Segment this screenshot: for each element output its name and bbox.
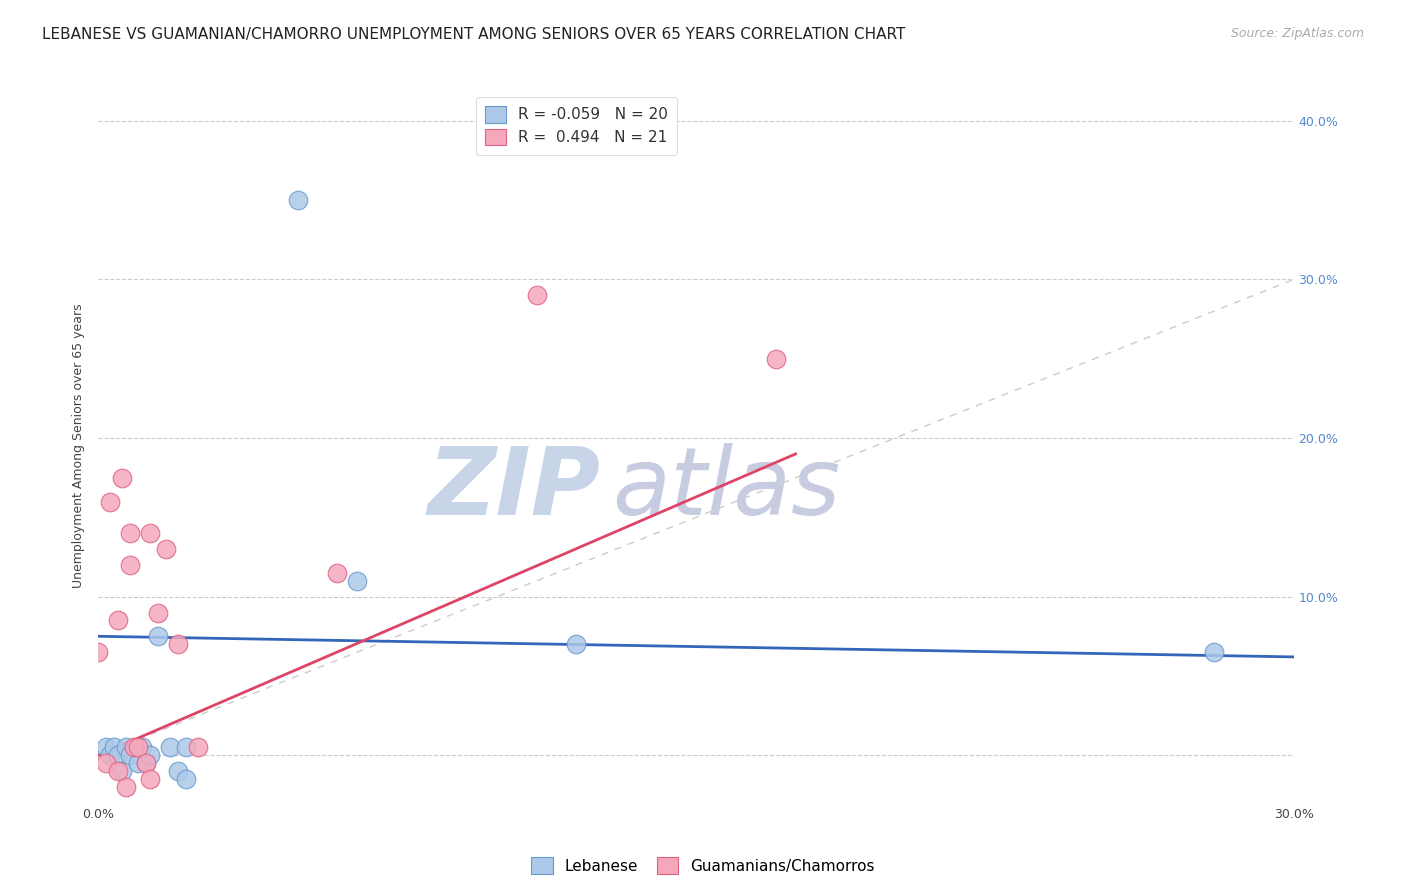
Point	[111, 764, 134, 778]
Point	[187, 740, 209, 755]
Point	[526, 288, 548, 302]
Point	[96, 756, 118, 771]
Point	[1202, 645, 1225, 659]
Point	[100, 748, 122, 763]
Point	[148, 606, 170, 620]
Point	[103, 740, 125, 755]
Point	[159, 740, 181, 755]
Point	[139, 748, 162, 763]
Point	[100, 494, 122, 508]
Y-axis label: Unemployment Among Seniors over 65 years: Unemployment Among Seniors over 65 years	[72, 303, 86, 589]
Point	[127, 740, 149, 755]
Point	[174, 772, 197, 786]
Point	[107, 764, 129, 778]
Point	[127, 756, 149, 771]
Point	[120, 526, 142, 541]
Point	[174, 740, 197, 755]
Point	[167, 764, 190, 778]
Point	[111, 471, 134, 485]
Point	[167, 637, 190, 651]
Point	[135, 756, 157, 771]
Point	[139, 772, 162, 786]
Text: ZIP: ZIP	[427, 442, 600, 535]
Point	[135, 756, 157, 771]
Point	[120, 748, 142, 763]
Point	[107, 748, 129, 763]
Point	[326, 566, 349, 580]
Point	[115, 740, 138, 755]
Text: atlas: atlas	[613, 443, 841, 534]
Point	[155, 542, 177, 557]
Point	[287, 193, 309, 207]
Point	[107, 614, 129, 628]
Point	[148, 629, 170, 643]
Point	[565, 637, 588, 651]
Point	[346, 574, 368, 588]
Legend: Lebanese, Guamanians/Chamorros: Lebanese, Guamanians/Chamorros	[524, 851, 882, 880]
Point	[139, 526, 162, 541]
Text: LEBANESE VS GUAMANIAN/CHAMORRO UNEMPLOYMENT AMONG SENIORS OVER 65 YEARS CORRELAT: LEBANESE VS GUAMANIAN/CHAMORRO UNEMPLOYM…	[42, 27, 905, 42]
Point	[115, 780, 138, 794]
Point	[131, 740, 153, 755]
Point	[87, 645, 110, 659]
Legend: R = -0.059   N = 20, R =  0.494   N = 21: R = -0.059 N = 20, R = 0.494 N = 21	[475, 97, 678, 154]
Point	[124, 740, 146, 755]
Point	[96, 740, 118, 755]
Point	[120, 558, 142, 572]
Point	[765, 351, 787, 366]
Text: Source: ZipAtlas.com: Source: ZipAtlas.com	[1230, 27, 1364, 40]
